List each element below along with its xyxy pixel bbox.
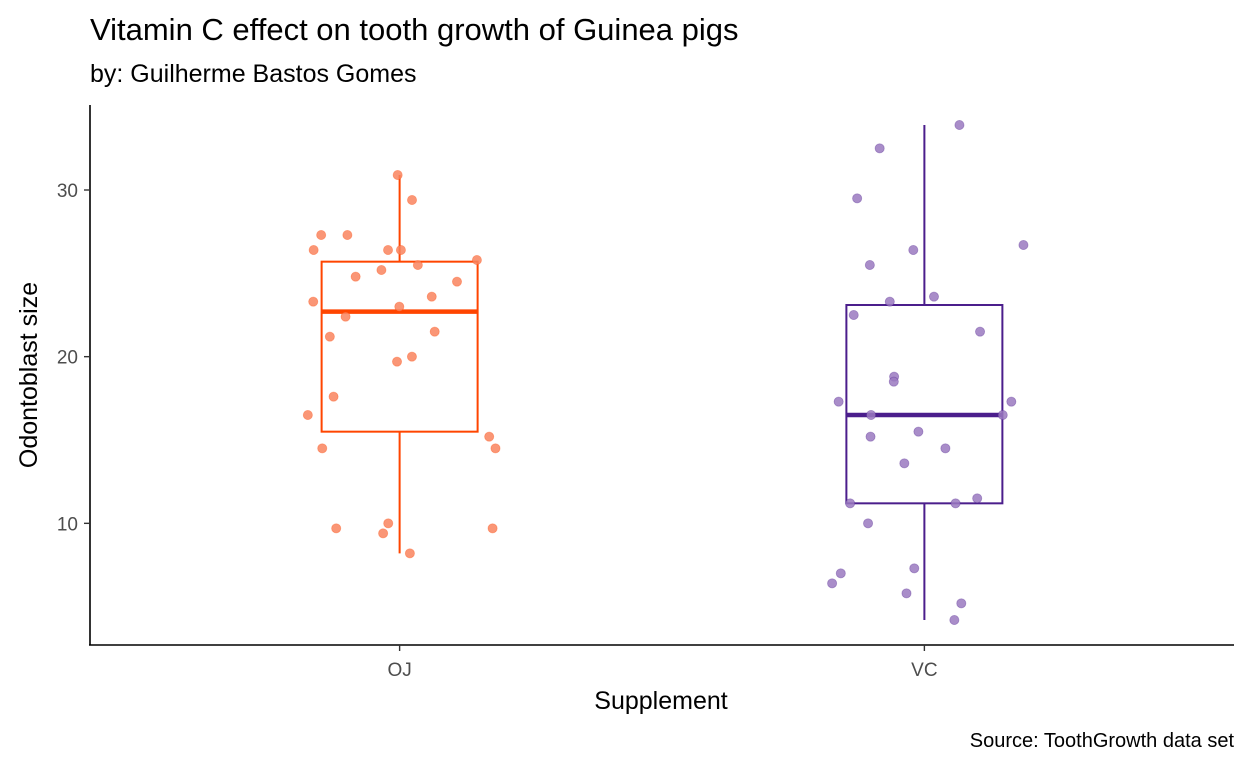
data-point xyxy=(852,193,863,204)
x-tick-label: VC xyxy=(911,660,937,681)
data-point xyxy=(909,563,920,574)
data-point xyxy=(490,443,501,454)
data-point xyxy=(324,331,335,342)
data-point xyxy=(848,309,859,320)
data-point xyxy=(866,409,877,420)
data-point xyxy=(950,498,961,509)
data-point xyxy=(487,523,498,534)
x-ticks: OJ VC xyxy=(387,645,938,681)
data-point xyxy=(863,518,874,529)
data-point xyxy=(471,254,482,265)
data-point xyxy=(392,169,403,180)
chart-caption: Source: ToothGrowth data set xyxy=(969,730,1234,752)
data-point xyxy=(340,311,351,322)
data-point xyxy=(451,276,462,287)
y-tick-label: 30 xyxy=(57,181,78,202)
data-point xyxy=(308,296,319,307)
data-point xyxy=(975,326,986,337)
data-point xyxy=(331,523,342,534)
data-point xyxy=(412,259,423,270)
chart-title: Vitamin C effect on tooth growth of Guin… xyxy=(90,12,739,47)
box-iqr xyxy=(320,260,479,433)
data-point xyxy=(1018,239,1029,250)
boxes-layer xyxy=(320,125,1004,620)
data-point xyxy=(901,588,912,599)
data-point xyxy=(392,356,403,367)
data-point xyxy=(956,598,967,609)
data-point xyxy=(827,578,838,589)
data-point xyxy=(884,296,895,307)
data-point xyxy=(913,426,924,437)
data-point xyxy=(383,244,394,255)
data-point xyxy=(317,443,328,454)
data-point xyxy=(997,409,1008,420)
data-point xyxy=(328,391,339,402)
data-point xyxy=(429,326,440,337)
data-point xyxy=(308,244,319,255)
data-point xyxy=(484,431,495,442)
data-point xyxy=(888,376,899,387)
data-point xyxy=(383,518,394,529)
x-axis-title: Supplement xyxy=(594,687,727,715)
data-point xyxy=(835,568,846,579)
data-point xyxy=(407,194,418,205)
y-tick-label: 10 xyxy=(57,514,78,535)
data-point xyxy=(394,301,405,312)
x-tick-label: OJ xyxy=(387,660,411,681)
data-point xyxy=(899,458,910,469)
data-point xyxy=(949,615,960,626)
data-point xyxy=(972,493,983,504)
data-point xyxy=(865,431,876,442)
data-point xyxy=(376,264,387,275)
data-point xyxy=(940,443,951,454)
data-point xyxy=(1006,396,1017,407)
y-axis-title: Odontoblast size xyxy=(15,282,43,468)
chart-subtitle: by: Guilherme Bastos Gomes xyxy=(90,60,417,88)
points-layer xyxy=(302,120,1029,626)
data-point xyxy=(874,143,885,154)
data-point xyxy=(342,229,353,240)
data-point xyxy=(833,396,844,407)
data-point xyxy=(426,291,437,302)
y-ticks: 10 20 30 xyxy=(57,181,90,535)
y-tick-label: 20 xyxy=(57,348,78,369)
data-point xyxy=(928,291,939,302)
data-point xyxy=(395,244,406,255)
data-point xyxy=(404,548,415,559)
data-point xyxy=(954,120,965,131)
box-iqr xyxy=(845,304,1004,505)
data-point xyxy=(378,528,389,539)
data-point xyxy=(316,229,327,240)
data-point xyxy=(406,351,417,362)
data-point xyxy=(845,498,856,509)
data-point xyxy=(350,271,361,282)
data-point xyxy=(864,259,875,270)
data-point xyxy=(302,409,313,420)
data-point xyxy=(908,244,919,255)
